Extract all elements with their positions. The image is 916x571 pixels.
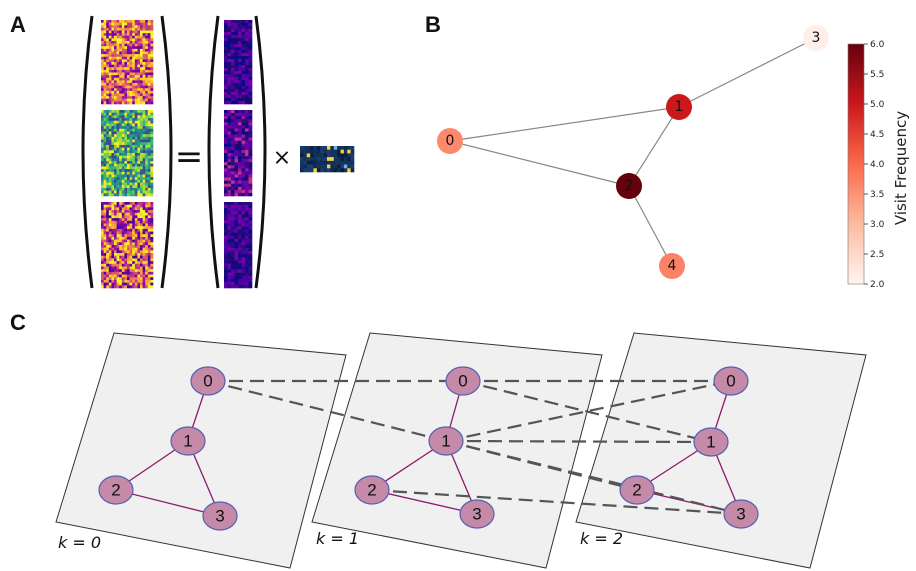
layer-2-node-1 xyxy=(693,427,729,457)
graph-b-edge xyxy=(678,37,817,108)
right-paren-close xyxy=(254,15,267,289)
graph-b-node-0 xyxy=(437,128,463,154)
layer-0-node-label-3: 3 xyxy=(215,507,224,526)
layer-2-node-2 xyxy=(619,475,655,505)
graph-b-edge xyxy=(628,106,680,187)
layer-2-node-3 xyxy=(723,499,759,529)
colorbar-gradient xyxy=(847,43,865,285)
inter-layer-edge xyxy=(445,439,742,516)
colorbar-tick-label: 2.0 xyxy=(870,280,885,290)
panel-a: A = × xyxy=(10,12,355,289)
graph-b-edge xyxy=(449,106,680,142)
layer-1-node-label-1: 1 xyxy=(441,432,450,451)
intra-edge-layer-0 xyxy=(115,489,221,517)
layer-label-1: k = 1 xyxy=(316,529,359,548)
matrix-block-viridis-middle xyxy=(101,110,154,197)
inter-layer-edge xyxy=(445,379,732,443)
factor-block-middle xyxy=(224,110,253,197)
colorbar-tick-label: 3.5 xyxy=(870,190,884,200)
graph-b-node-label-4: 4 xyxy=(668,258,677,274)
layer-2-node-label-2: 2 xyxy=(632,481,641,500)
layer-label-2: k = 2 xyxy=(580,529,623,548)
colorbar-tick-label: 5.5 xyxy=(870,70,884,80)
colorbar-tick-label: 4.0 xyxy=(870,160,885,170)
layer-0-node-label-2: 2 xyxy=(111,481,120,500)
graph-b-node-2 xyxy=(616,173,642,199)
layer-1-node-1 xyxy=(428,426,464,456)
colorbar-tick-label: 3.0 xyxy=(870,220,885,230)
panel-b-letter: B xyxy=(425,12,441,37)
matrix-block-plasma-top xyxy=(101,20,154,105)
layer-2-node-label-3: 3 xyxy=(736,505,745,524)
graph-b-node-label-2: 2 xyxy=(625,178,634,194)
layer-0-node-label-0: 0 xyxy=(203,372,212,391)
left-paren-open xyxy=(81,15,94,289)
graph-b-nodes: 0 1 2 3 4 xyxy=(437,25,829,279)
panel-c-letter: C xyxy=(10,310,26,335)
graph-b-node-1 xyxy=(666,94,692,120)
layer-1-node-label-3: 3 xyxy=(472,505,481,524)
colorbar-label: Visit Frequency xyxy=(892,111,910,225)
colorbar-ticks: 2.0 2.5 3.0 3.5 4.0 4.5 5.0 5.5 6.0 xyxy=(864,40,885,290)
colorbar-tick-label: 6.0 xyxy=(870,40,885,50)
layer-1-node-label-0: 0 xyxy=(458,372,467,391)
colorbar-tick-label: 5.0 xyxy=(870,100,885,110)
layer-2-node-0 xyxy=(713,366,749,396)
inter-layer-edges xyxy=(207,379,742,516)
panel-c: C k = 0 k = 1 k = 2 0 1 2 3 0 1 2 3 0 1 2 3 xyxy=(10,310,867,569)
graph-b-edge xyxy=(449,140,630,187)
layer-0-node-3 xyxy=(202,501,238,531)
factor-block-bottom xyxy=(224,202,253,289)
colorbar: 2.0 2.5 3.0 3.5 4.0 4.5 5.0 5.5 6.0 Visit Freque… xyxy=(847,40,910,290)
core-matrix xyxy=(300,146,355,173)
layer-1-node-label-2: 2 xyxy=(367,481,376,500)
graph-b-node-label-3: 3 xyxy=(812,30,821,46)
graph-b-node-label-1: 1 xyxy=(675,99,684,115)
inter-layer-edge xyxy=(462,379,712,444)
colorbar-tick-label: 4.5 xyxy=(870,130,884,140)
intra-edge-layer-1 xyxy=(371,489,478,515)
panel-b: B 0 1 2 3 4 2.0 2.5 3.0 3.5 4.0 4.5 5.0 5.5 6.0 Visi… xyxy=(425,12,910,290)
layer-label-0: k = 0 xyxy=(58,533,101,552)
graph-b-node-3 xyxy=(803,25,829,51)
graph-b-edge xyxy=(628,185,673,267)
layer-0-node-0 xyxy=(190,366,226,396)
layer-0-node-2 xyxy=(98,475,134,505)
layer-0-node-1 xyxy=(170,426,206,456)
left-paren-close xyxy=(160,15,173,289)
graph-b-node-4 xyxy=(659,253,685,279)
inter-layer-edge xyxy=(445,439,712,444)
layer-0-node-label-1: 1 xyxy=(183,432,192,451)
layer-1-node-0 xyxy=(445,366,481,396)
layer-1-node-3 xyxy=(459,499,495,529)
graph-b-edges xyxy=(449,37,817,267)
graph-b-node-label-0: 0 xyxy=(446,133,455,149)
equals-sign: = xyxy=(175,137,204,177)
times-sign: × xyxy=(273,146,291,171)
layer-2-node-label-1: 1 xyxy=(706,433,715,452)
factor-block-top xyxy=(224,20,253,105)
layer-2-node-label-0: 0 xyxy=(726,372,735,391)
panel-a-letter: A xyxy=(10,12,26,37)
multilayer-nodes: 0 1 2 3 0 1 2 3 0 1 2 3 xyxy=(98,366,759,531)
matrix-block-plasma-bottom xyxy=(101,202,154,289)
layer-1-node-2 xyxy=(354,475,390,505)
colorbar-tick-label: 2.5 xyxy=(870,250,884,260)
right-paren-open xyxy=(207,15,220,289)
